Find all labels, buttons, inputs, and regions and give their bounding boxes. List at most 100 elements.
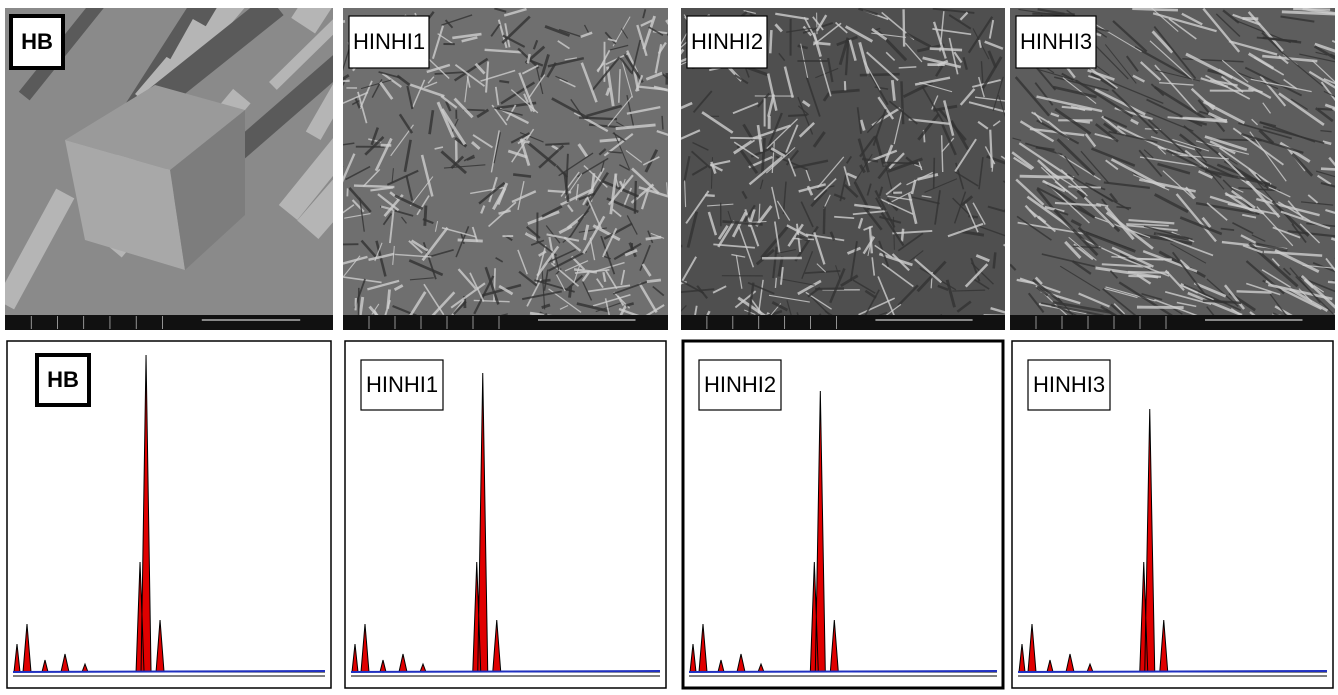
fiber <box>977 120 989 130</box>
fiber <box>692 141 709 151</box>
fiber <box>1130 118 1139 125</box>
fiber <box>582 281 593 301</box>
fiber <box>804 270 841 275</box>
fiber <box>1044 205 1065 213</box>
fiber <box>635 74 644 92</box>
fiber <box>1207 112 1228 123</box>
fiber <box>409 277 434 281</box>
fiber <box>919 81 953 93</box>
fiber <box>812 131 826 148</box>
fiber <box>771 186 780 220</box>
fiber <box>732 102 759 115</box>
fiber <box>343 243 359 246</box>
fiber <box>602 271 607 283</box>
fiber <box>1103 181 1150 189</box>
fiber <box>1330 237 1335 242</box>
fiber <box>1267 283 1333 301</box>
fiber <box>1080 237 1123 259</box>
fiber <box>735 255 743 289</box>
fiber <box>779 278 815 286</box>
fiber <box>984 40 1004 50</box>
eds-baseline <box>1017 670 1328 673</box>
fiber <box>1087 69 1115 81</box>
fiber <box>845 155 853 164</box>
fiber <box>642 15 656 50</box>
fiber <box>1183 283 1242 311</box>
fiber <box>546 248 577 264</box>
fiber <box>748 156 783 186</box>
fiber <box>975 254 990 263</box>
fiber <box>771 300 789 312</box>
fiber <box>934 190 941 225</box>
fiber <box>1085 231 1136 253</box>
fiber <box>544 24 571 37</box>
fiber <box>970 257 981 282</box>
fiber <box>857 138 870 173</box>
fiber <box>932 21 947 59</box>
fiber <box>1320 129 1332 133</box>
fiber <box>1150 83 1165 97</box>
fiber <box>1268 186 1291 198</box>
fiber <box>1250 78 1312 93</box>
sem-image <box>5 8 333 330</box>
fiber <box>1026 195 1074 231</box>
fiber <box>615 123 656 131</box>
fiber <box>768 30 773 54</box>
fiber <box>642 156 660 166</box>
fiber <box>786 224 809 238</box>
fiber <box>736 144 759 175</box>
fiber <box>747 282 755 322</box>
fiber <box>1215 13 1241 37</box>
eds-label-box <box>360 359 444 411</box>
fiber <box>1105 79 1164 104</box>
fiber <box>760 225 789 259</box>
fiber <box>354 98 361 109</box>
fiber <box>1013 156 1033 171</box>
fiber <box>1299 223 1321 244</box>
fiber <box>1202 8 1241 53</box>
fiber <box>887 157 923 173</box>
fiber <box>931 95 939 110</box>
fiber <box>1164 269 1185 291</box>
fiber <box>1101 115 1127 137</box>
fiber <box>1116 125 1165 150</box>
fiber <box>1155 233 1214 257</box>
fiber <box>619 164 631 171</box>
fiber <box>484 48 522 54</box>
fiber <box>1118 281 1173 317</box>
fiber <box>504 23 511 48</box>
fiber <box>856 107 862 134</box>
fiber <box>900 228 905 242</box>
fiber <box>1152 12 1217 33</box>
fiber <box>1236 290 1272 294</box>
fiber <box>875 197 884 211</box>
fiber <box>517 133 531 145</box>
fiber <box>888 100 918 125</box>
fiber <box>1014 76 1051 117</box>
fiber <box>620 28 629 39</box>
fiber <box>1052 300 1111 314</box>
fiber <box>900 81 905 125</box>
fiber <box>367 279 400 291</box>
fiber <box>665 19 668 25</box>
eds-label: HINHI1 <box>366 372 438 397</box>
fiber <box>834 215 855 220</box>
fiber <box>1325 208 1335 215</box>
fiber <box>1291 223 1307 244</box>
fiber <box>1141 292 1163 301</box>
fiber <box>1205 74 1251 100</box>
fiber <box>560 187 594 206</box>
fiber <box>423 205 428 226</box>
fiber <box>343 73 350 81</box>
fiber <box>858 8 878 16</box>
fiber <box>541 205 563 218</box>
fiber <box>640 190 649 210</box>
fiber <box>1064 155 1080 176</box>
fiber <box>370 186 394 192</box>
fiber <box>731 211 748 238</box>
fiber <box>345 165 371 181</box>
fiber <box>559 78 576 88</box>
fiber <box>1315 170 1335 178</box>
fiber <box>750 298 762 314</box>
fiber <box>866 114 884 134</box>
